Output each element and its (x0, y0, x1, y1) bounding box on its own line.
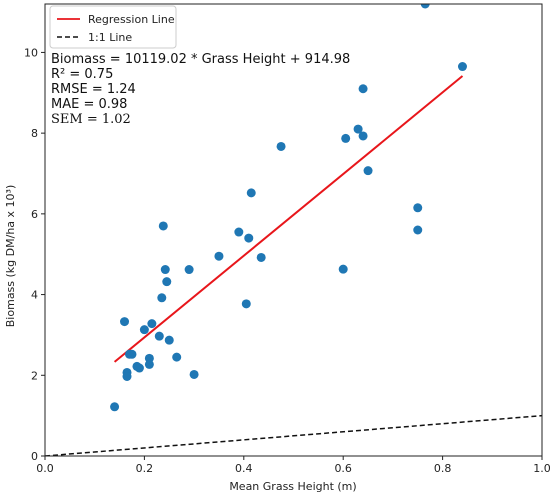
x-tick-label: 0.8 (434, 462, 452, 475)
data-point-11 (147, 319, 157, 329)
data-point-10 (144, 359, 154, 369)
mae: MAE = 0.98 (51, 97, 127, 112)
data-point-29 (341, 133, 351, 143)
data-point-18 (172, 352, 182, 362)
data-point-19 (184, 265, 194, 275)
y-axis-label: Biomass (kg DM/ha x 10³) (4, 185, 17, 327)
data-point-24 (244, 233, 254, 243)
y-tick-label: 8 (31, 127, 38, 140)
data-point-37 (457, 62, 467, 72)
x-tick-label: 0.2 (136, 462, 154, 475)
data-point-1 (120, 317, 130, 327)
axes-frame (44, 3, 543, 457)
data-point-14 (158, 221, 168, 231)
data-point-3 (122, 371, 132, 381)
data-point-26 (256, 252, 266, 262)
data-point-22 (234, 227, 244, 237)
data-point-0 (110, 402, 120, 412)
data-point-23 (241, 299, 251, 309)
data-point-28 (338, 264, 348, 274)
legend-regression-label: Regression Line (88, 13, 175, 26)
data-point-36 (420, 4, 430, 9)
data-point-12 (154, 331, 164, 341)
data-point-7 (134, 363, 144, 373)
plot-area (45, 4, 542, 456)
plot-content (45, 4, 542, 456)
data-point-20 (189, 369, 199, 379)
data-point-17 (164, 335, 174, 345)
r-squared: R² = 0.75 (51, 67, 113, 82)
data-point-31 (358, 84, 368, 94)
x-tick-label: 0.4 (235, 462, 253, 475)
data-point-33 (363, 166, 373, 176)
stats-annotations: Biomass = 10119.02 * Grass Height + 914.… (51, 52, 350, 127)
data-point-35 (413, 225, 423, 235)
y-tick-label: 6 (31, 208, 38, 221)
y-tick-label: 0 (31, 450, 38, 463)
data-point-21 (214, 251, 224, 261)
y-tick-label: 2 (31, 369, 38, 382)
data-point-25 (246, 188, 256, 198)
data-point-8 (139, 325, 149, 335)
data-point-13 (157, 293, 167, 303)
data-point-30 (353, 124, 363, 134)
y-tick-label: 10 (24, 46, 38, 59)
data-point-5 (127, 349, 137, 359)
data-point-27 (276, 141, 286, 151)
sem: SEM = 1.02 (51, 112, 131, 127)
x-axis-label: Mean Grass Height (m) (229, 480, 356, 493)
axis-ticks: 0.0 0.2 0.4 0.6 0.8 1.0 0 2 4 6 8 10 (24, 46, 550, 475)
regression-equation: Biomass = 10119.02 * Grass Height + 914.… (51, 52, 350, 67)
data-point-16 (162, 277, 172, 287)
legend-box (49, 5, 177, 49)
x-tick-label: 0.6 (334, 462, 352, 475)
x-tick-label: 0.0 (36, 462, 54, 475)
legend: Regression Line 1:1 Line (49, 5, 177, 49)
legend-identity-label: 1:1 Line (88, 31, 132, 44)
data-point-15 (160, 265, 170, 275)
regression-line (113, 75, 464, 363)
data-point-34 (413, 203, 423, 213)
data-point-32 (358, 131, 368, 141)
y-tick-label: 4 (31, 289, 38, 302)
x-tick-label: 1.0 (533, 462, 550, 475)
identity-line (45, 414, 542, 456)
rmse: RMSE = 1.24 (51, 82, 136, 97)
